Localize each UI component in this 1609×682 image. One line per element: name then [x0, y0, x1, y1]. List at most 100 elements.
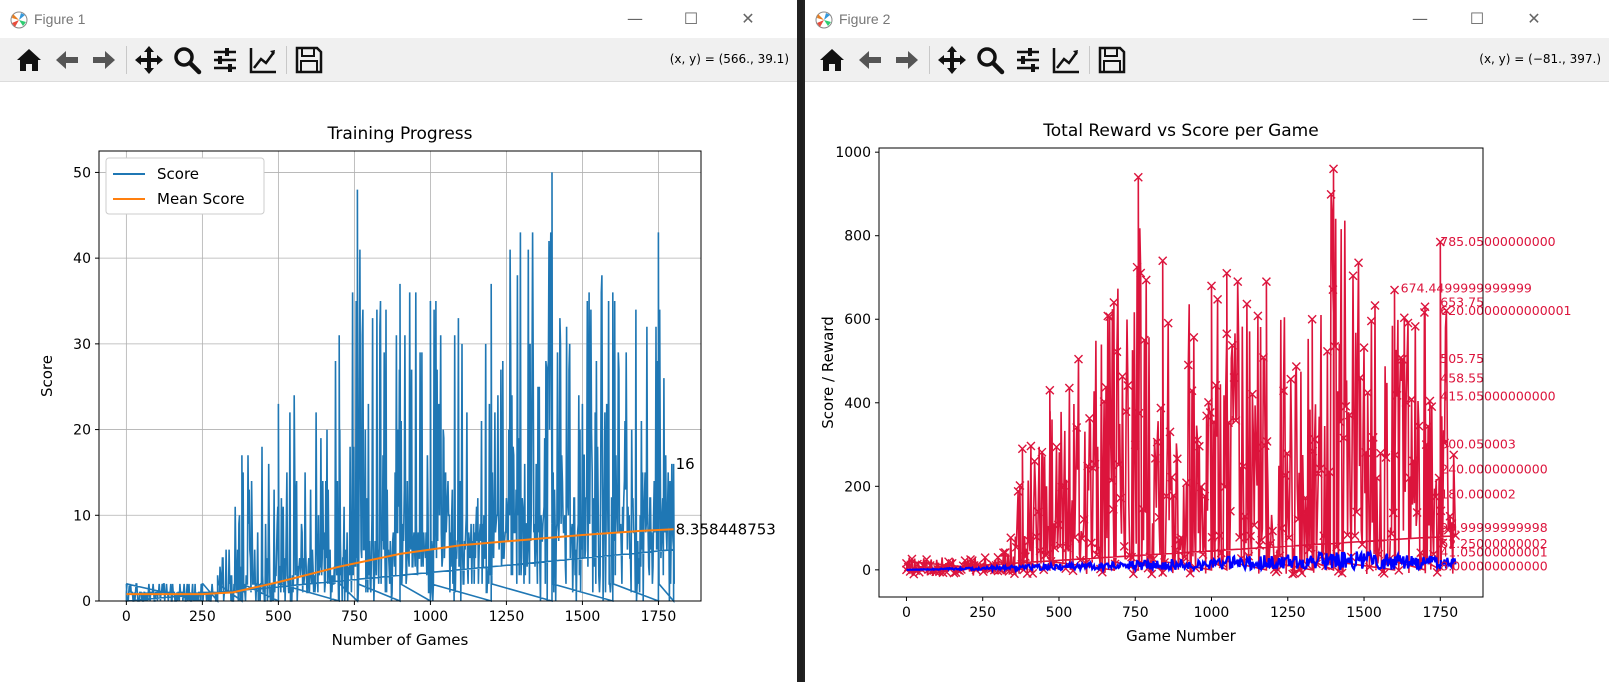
reward-marker — [1207, 532, 1217, 542]
reward-marker — [967, 556, 977, 566]
zoom-icon[interactable] — [170, 43, 204, 77]
forward-icon[interactable] — [87, 43, 121, 77]
back-icon[interactable] — [50, 43, 84, 77]
title-bar[interactable]: Figure 1 — ☐ ✕ — [0, 0, 797, 38]
navigation-toolbar: (x, y) = (566., 39.1) — [0, 38, 797, 82]
reward-marker — [1279, 386, 1288, 396]
reward-marker — [1240, 511, 1250, 521]
reward-annotation: 41.05000000001 — [1440, 545, 1547, 560]
reward-marker — [1059, 480, 1069, 490]
reward-marker — [1434, 473, 1444, 483]
reward-marker — [1443, 525, 1453, 535]
matplotlib-app-icon — [815, 11, 833, 29]
reward-annotation: 785.05000000000 — [1440, 234, 1555, 249]
x-tick-label: 250 — [969, 605, 996, 621]
reward-marker — [1227, 340, 1237, 350]
maximize-button[interactable]: ☐ — [683, 9, 699, 28]
reward-marker — [1307, 314, 1317, 324]
reward-marker — [1412, 507, 1422, 517]
close-button[interactable]: ✕ — [741, 9, 755, 28]
title-bar[interactable]: Figure 2 — ☐ ✕ — [805, 0, 1609, 38]
reward-marker — [1105, 312, 1115, 322]
reward-marker — [1447, 518, 1457, 528]
reward-marker — [1238, 461, 1248, 471]
save-icon[interactable] — [1095, 43, 1129, 77]
pan-icon[interactable] — [132, 43, 166, 77]
cursor-coordinates: (x, y) = (566., 39.1) — [669, 52, 789, 66]
reward-marker — [1136, 268, 1146, 278]
reward-marker — [1203, 397, 1213, 407]
reward-marker — [1183, 360, 1193, 370]
reward-marker — [1141, 275, 1151, 285]
y-tick-label: 40 — [73, 251, 91, 267]
reward-marker — [1407, 394, 1417, 404]
back-icon[interactable] — [853, 43, 887, 77]
reward-marker — [1108, 504, 1118, 514]
reward-marker — [1072, 422, 1082, 432]
reward-marker — [1414, 421, 1424, 431]
reward-marker — [922, 555, 932, 565]
reward-marker — [1390, 285, 1400, 295]
reward-marker — [1117, 371, 1127, 381]
reward-marker — [1207, 281, 1216, 291]
reward-marker — [1198, 549, 1208, 559]
reward-marker — [1410, 321, 1420, 331]
minimize-button[interactable]: — — [1412, 9, 1428, 28]
reward-marker — [1425, 396, 1435, 406]
x-tick-label: 0 — [122, 609, 131, 625]
minimize-button[interactable]: — — [627, 9, 643, 28]
home-icon[interactable] — [815, 43, 849, 77]
reward-marker — [1284, 533, 1294, 543]
reward-marker — [1326, 189, 1336, 199]
reward-marker — [1381, 453, 1391, 463]
reward-marker — [1138, 504, 1148, 514]
reward-vs-score-chart[interactable]: 785.05000000000674.4499999999999653.7562… — [805, 83, 1609, 682]
configure-icon[interactable] — [1011, 43, 1045, 77]
reward-marker — [1359, 343, 1369, 353]
save-icon[interactable] — [292, 43, 326, 77]
reward-marker — [1084, 413, 1094, 423]
reward-annotation: 674.4499999999999 — [1401, 280, 1532, 295]
y-tick-label: 20 — [73, 423, 91, 439]
training-progress-chart[interactable]: 0 250 500 750 1000 1250 1500 1750 0 10 20 30 40 50 Tra… — [0, 83, 800, 682]
reward-marker — [1268, 526, 1278, 536]
close-button[interactable]: ✕ — [1527, 9, 1541, 28]
configure-icon[interactable] — [208, 43, 242, 77]
reward-marker — [1299, 507, 1309, 517]
score-end-annotation: 16 — [676, 455, 695, 473]
reward-marker — [1440, 438, 1450, 448]
edit-axis-icon[interactable] — [246, 43, 280, 77]
reward-marker — [1042, 549, 1052, 559]
reward-marker — [1121, 407, 1131, 417]
reward-marker — [1079, 514, 1089, 524]
reward-marker — [1392, 390, 1402, 400]
reward-marker — [1015, 481, 1025, 491]
pan-icon[interactable] — [935, 43, 969, 77]
reward-marker — [1037, 447, 1047, 457]
reward-marker — [1357, 540, 1367, 549]
reward-marker — [1300, 493, 1310, 503]
forward-icon[interactable] — [890, 43, 924, 77]
edit-axis-icon[interactable] — [1049, 43, 1083, 77]
reward-marker — [1094, 544, 1104, 554]
reward-marker — [1416, 548, 1426, 558]
reward-marker — [1449, 450, 1459, 460]
y-tick-label: 1000 — [835, 145, 871, 161]
maximize-button[interactable]: ☐ — [1469, 9, 1485, 28]
reward-marker — [1435, 237, 1445, 247]
reward-marker — [1350, 531, 1360, 541]
reward-marker — [1379, 568, 1389, 578]
reward-marker — [1063, 543, 1073, 553]
home-icon[interactable] — [12, 43, 46, 77]
y-tick-label: 30 — [73, 337, 91, 353]
reward-marker — [1277, 523, 1287, 533]
reward-marker — [1092, 550, 1102, 560]
zoom-icon[interactable] — [973, 43, 1007, 77]
x-tick-label: 0 — [902, 605, 911, 621]
reward-marker — [1099, 397, 1109, 407]
reward-marker — [1123, 381, 1133, 391]
reward-marker — [1127, 552, 1137, 562]
figure-2-canvas[interactable]: 785.05000000000 674.4499999999999 653.75 62… — [805, 83, 1609, 682]
figure-1-canvas[interactable]: 0 250 500 750 1000 1250 1500 1750 0 10 20 30 40 50 Tra… — [0, 83, 797, 682]
x-tick-label: 1250 — [1270, 605, 1306, 621]
